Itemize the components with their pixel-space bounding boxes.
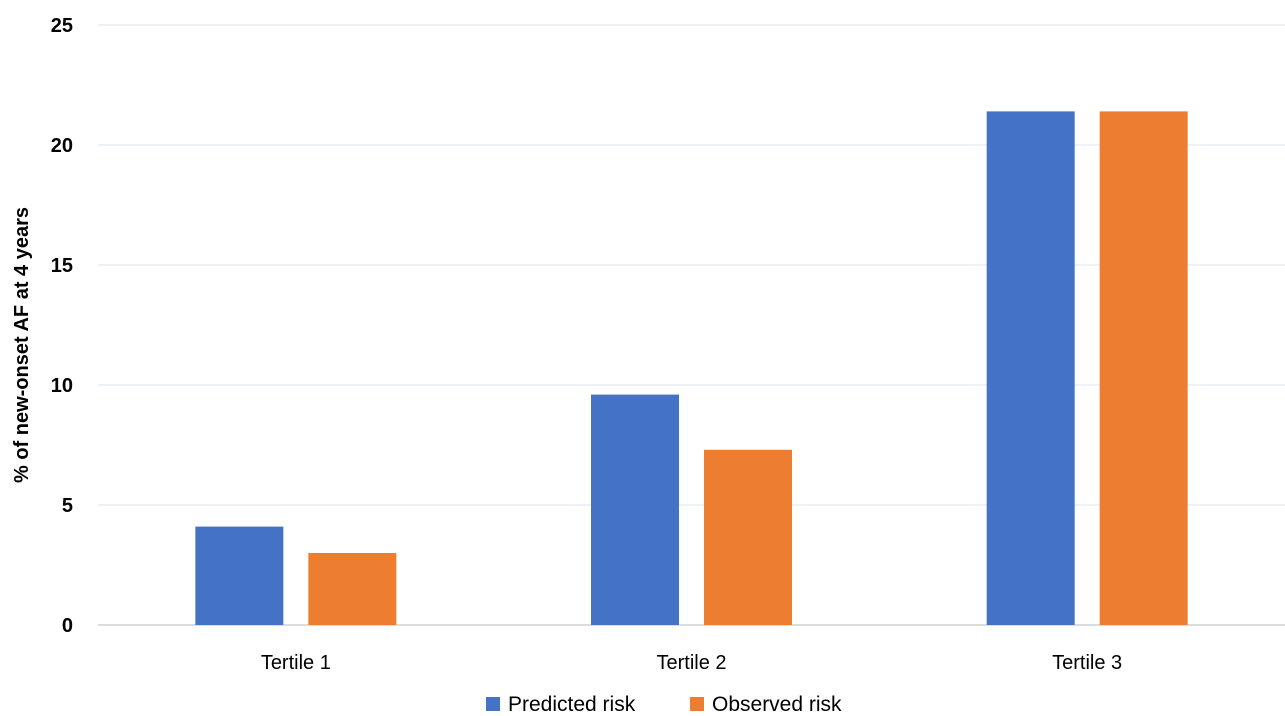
bar-observed-risk: [1099, 111, 1188, 625]
x-tick-label: Tertile 2: [656, 652, 726, 674]
x-tick-label: Tertile 3: [1052, 652, 1122, 674]
y-tick-label: 5: [62, 495, 73, 517]
y-tick-label: 20: [51, 135, 73, 157]
bar-observed-risk: [704, 449, 792, 625]
x-axis-labels: Tertile 1 Tertile 2 Tertile 3: [261, 652, 1122, 674]
legend-swatch: [486, 697, 500, 711]
legend-label: Predicted risk: [508, 693, 636, 716]
y-axis-ticks: 0 5 10 15 20 25: [51, 15, 73, 637]
bar-predicted-risk: [195, 526, 284, 625]
bars: [195, 111, 1188, 625]
legend-label: Observed risk: [712, 693, 842, 716]
legend: Predicted risk Observed risk: [486, 693, 842, 716]
bar-observed-risk: [308, 553, 397, 625]
bar-predicted-risk: [591, 394, 679, 625]
gridlines: [98, 24, 1285, 626]
y-axis-title: % of new-onset AF at 4 years: [11, 207, 33, 483]
bar-predicted-risk: [986, 111, 1075, 625]
x-tick-label: Tertile 1: [261, 652, 331, 674]
y-tick-label: 0: [62, 615, 73, 637]
legend-swatch: [690, 697, 704, 711]
y-tick-label: 25: [51, 15, 73, 37]
y-tick-label: 15: [51, 255, 73, 277]
y-tick-label: 10: [51, 375, 73, 397]
